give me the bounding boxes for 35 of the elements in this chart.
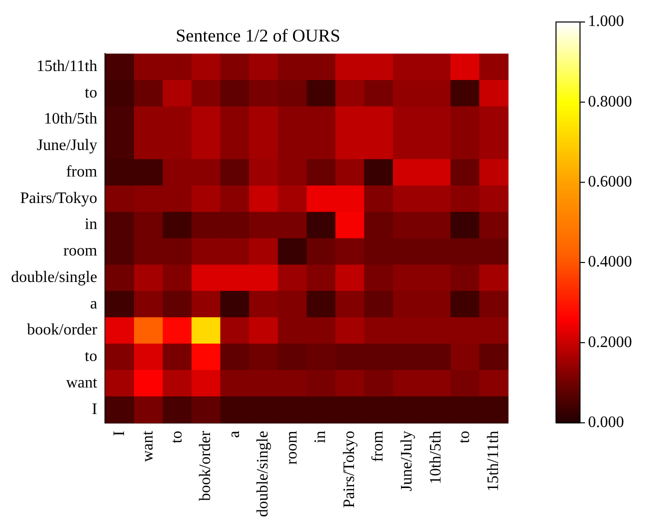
x-tick-label: to xyxy=(168,430,186,444)
x-tick-label: June/July xyxy=(398,430,416,492)
y-tick-label: Pairs/Tokyo xyxy=(20,190,98,207)
color-bar-label: 0.8000 xyxy=(588,93,632,110)
y-tick-label: to xyxy=(84,84,98,102)
y-tick-label: from xyxy=(66,163,98,180)
x-tick-label: double/single xyxy=(254,430,272,518)
y-tick-label: 15th/11th xyxy=(36,58,98,75)
x-tick-label: want xyxy=(140,430,157,462)
y-tick-label: I xyxy=(92,400,98,418)
y-tick-label: room xyxy=(63,242,98,260)
color-bar-label: 0.000 xyxy=(588,414,624,431)
color-bar-label: 0.4000 xyxy=(588,254,632,271)
x-tick-label: to xyxy=(456,430,474,444)
x-tick-label: in xyxy=(312,430,330,444)
x-tick-label: 10th/5th xyxy=(427,430,444,484)
y-tick-label: want xyxy=(66,374,98,392)
color-bar-label: 1.000 xyxy=(588,13,624,30)
x-tick-label: I xyxy=(110,430,128,436)
x-tick-label: book/order xyxy=(197,430,214,501)
y-tick-label: 10th/5th xyxy=(44,110,98,128)
y-tick-label: book/order xyxy=(27,322,98,339)
color-bar-label: 0.2000 xyxy=(588,334,632,351)
y-tick-label: double/single xyxy=(10,268,98,286)
color-bar-label: 0.6000 xyxy=(588,174,632,191)
x-tick-label: Pairs/Tokyo xyxy=(340,430,358,508)
chart-title: Sentence 1/2 of OURS xyxy=(176,26,340,46)
x-tick-label: room xyxy=(283,430,300,465)
y-tick-label: June/July xyxy=(36,137,98,154)
y-tick-label: to xyxy=(84,348,98,366)
x-tick-label: from xyxy=(370,430,387,462)
x-tick-label: a xyxy=(226,430,243,438)
y-tick-label: a xyxy=(90,295,98,312)
y-tick-label: in xyxy=(84,216,98,234)
x-tick-label: 15th/11th xyxy=(484,430,502,492)
